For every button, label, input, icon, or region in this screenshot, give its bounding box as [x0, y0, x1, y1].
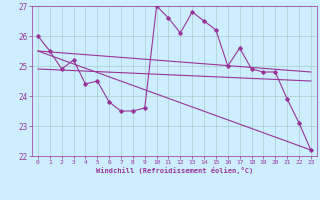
- X-axis label: Windchill (Refroidissement éolien,°C): Windchill (Refroidissement éolien,°C): [96, 167, 253, 174]
